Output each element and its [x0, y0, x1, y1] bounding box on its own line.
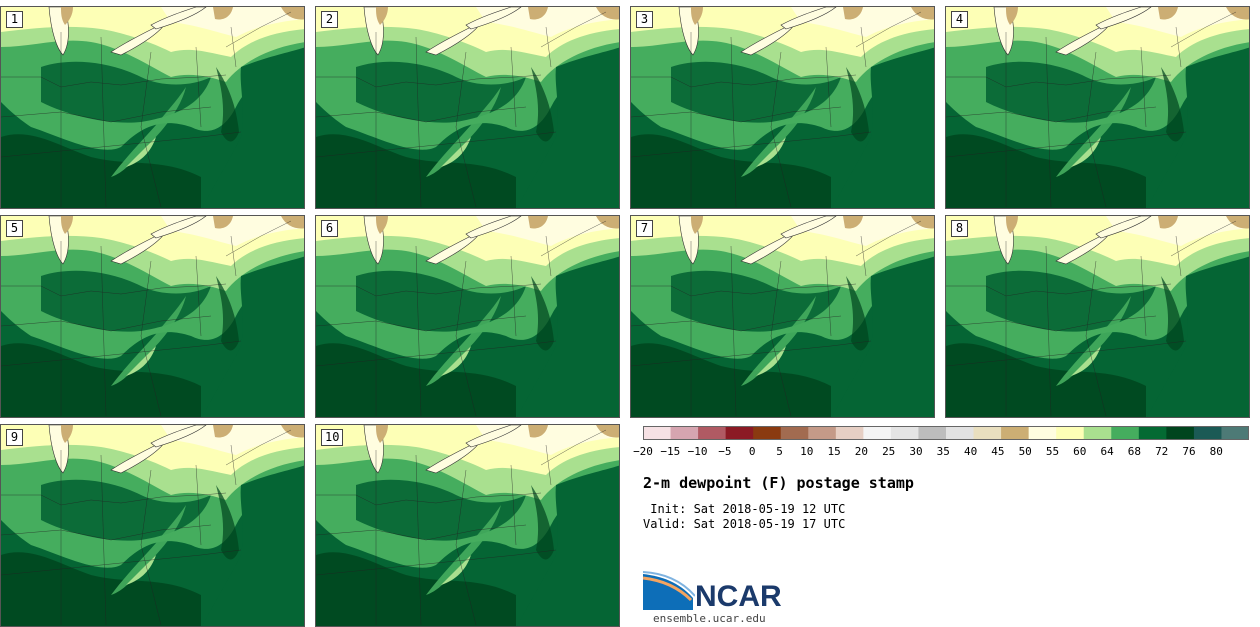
colorbar-swatch [1111, 426, 1140, 440]
map-panel-8: 8 [945, 215, 1250, 418]
panel-label: 3 [636, 11, 653, 28]
colorbar-swatch [835, 426, 864, 440]
valid-time: Valid: Sat 2018-05-19 17 UTC [643, 517, 846, 531]
map-panel-2: 2 [315, 6, 620, 209]
panel-label: 9 [6, 429, 23, 446]
colorbar-tick-label: 15 [827, 445, 841, 458]
colorbar-tick-label: 30 [909, 445, 923, 458]
map-panel-7: 7 [630, 215, 935, 418]
colorbar-tick-label: 64 [1100, 445, 1114, 458]
colorbar-swatch [918, 426, 947, 440]
panel-label: 7 [636, 220, 653, 237]
ncar-logo-text: NCAR [695, 580, 782, 613]
colorbar-swatch [1028, 426, 1057, 440]
colorbar-tick-label: 35 [936, 445, 950, 458]
colorbar-tick-label: 45 [991, 445, 1005, 458]
ncar-logo-icon [643, 571, 695, 610]
colorbar-tick-label: 68 [1127, 445, 1142, 458]
colorbar-swatch [890, 426, 919, 440]
map-panel-1: 1 [0, 6, 305, 209]
colorbar-tick-label: 50 [1018, 445, 1032, 458]
colorbar-tick-label: 72 [1155, 445, 1169, 458]
colorbar-swatch [753, 426, 782, 440]
map-panel-4: 4 [945, 6, 1250, 209]
plot-title: 2-m dewpoint (F) postage stamp [643, 474, 914, 492]
map-panel-10: 10 [315, 424, 620, 627]
map-panel-3: 3 [630, 6, 935, 209]
colorbar-swatch [725, 426, 754, 440]
colorbar-labels: −20 −15 −10 −5 0 5 10 15 20 25 30 35 40 45 50 55 60 64 68 7… [630, 445, 1240, 461]
init-time: Init: Sat 2018-05-19 12 UTC [643, 502, 846, 516]
colorbar-tick-label: 10 [800, 445, 814, 458]
map-panel-5: 5 [0, 215, 305, 418]
colorbar-tick-label: 20 [854, 445, 869, 458]
colorbar-swatch [1193, 426, 1222, 440]
colorbar-swatch [670, 426, 699, 440]
colorbar-swatch [946, 426, 975, 440]
colorbar-swatch [780, 426, 809, 440]
colorbar-tick-label: −20 [633, 445, 653, 458]
colorbar-tick-label: 80 [1209, 445, 1223, 458]
map-panel-6: 6 [315, 215, 620, 418]
panel-label: 8 [951, 220, 968, 237]
colorbar-swatch [643, 426, 672, 440]
colorbar-swatch [1083, 426, 1112, 440]
colorbar-swatch [863, 426, 892, 440]
colorbar-swatch [973, 426, 1002, 440]
colorbar-tick-label: 76 [1182, 445, 1196, 458]
colorbar-tick-label: −10 [687, 445, 708, 458]
panel-label: 4 [951, 11, 968, 28]
colorbar-swatch [698, 426, 727, 440]
colorbar-tick-label: 55 [1045, 445, 1060, 458]
site-url: ensemble.ucar.edu [653, 612, 766, 625]
colorbar-tick-label: 5 [776, 445, 783, 458]
panel-label: 10 [321, 429, 344, 446]
panel-label: 1 [6, 11, 23, 28]
panel-label: 6 [321, 220, 338, 237]
map-panel-9: 9 [0, 424, 305, 627]
panel-label: 5 [6, 220, 23, 237]
colorbar-tick-label: −15 [660, 445, 681, 458]
colorbar-swatch [1138, 426, 1167, 440]
colorbar-tick-label: −5 [718, 445, 732, 458]
colorbar-swatch [808, 426, 837, 440]
colorbar-tick-label: 25 [882, 445, 896, 458]
panel-label: 2 [321, 11, 338, 28]
colorbar-swatch [1001, 426, 1030, 440]
colorbar-tick-label: 0 [748, 445, 756, 458]
colorbar-tick-label: 60 [1073, 445, 1087, 458]
colorbar [643, 426, 1249, 440]
colorbar-tick-label: 40 [963, 445, 978, 458]
colorbar-swatch [1056, 426, 1085, 440]
colorbar-swatch [1221, 426, 1249, 440]
colorbar-swatch [1166, 426, 1195, 440]
